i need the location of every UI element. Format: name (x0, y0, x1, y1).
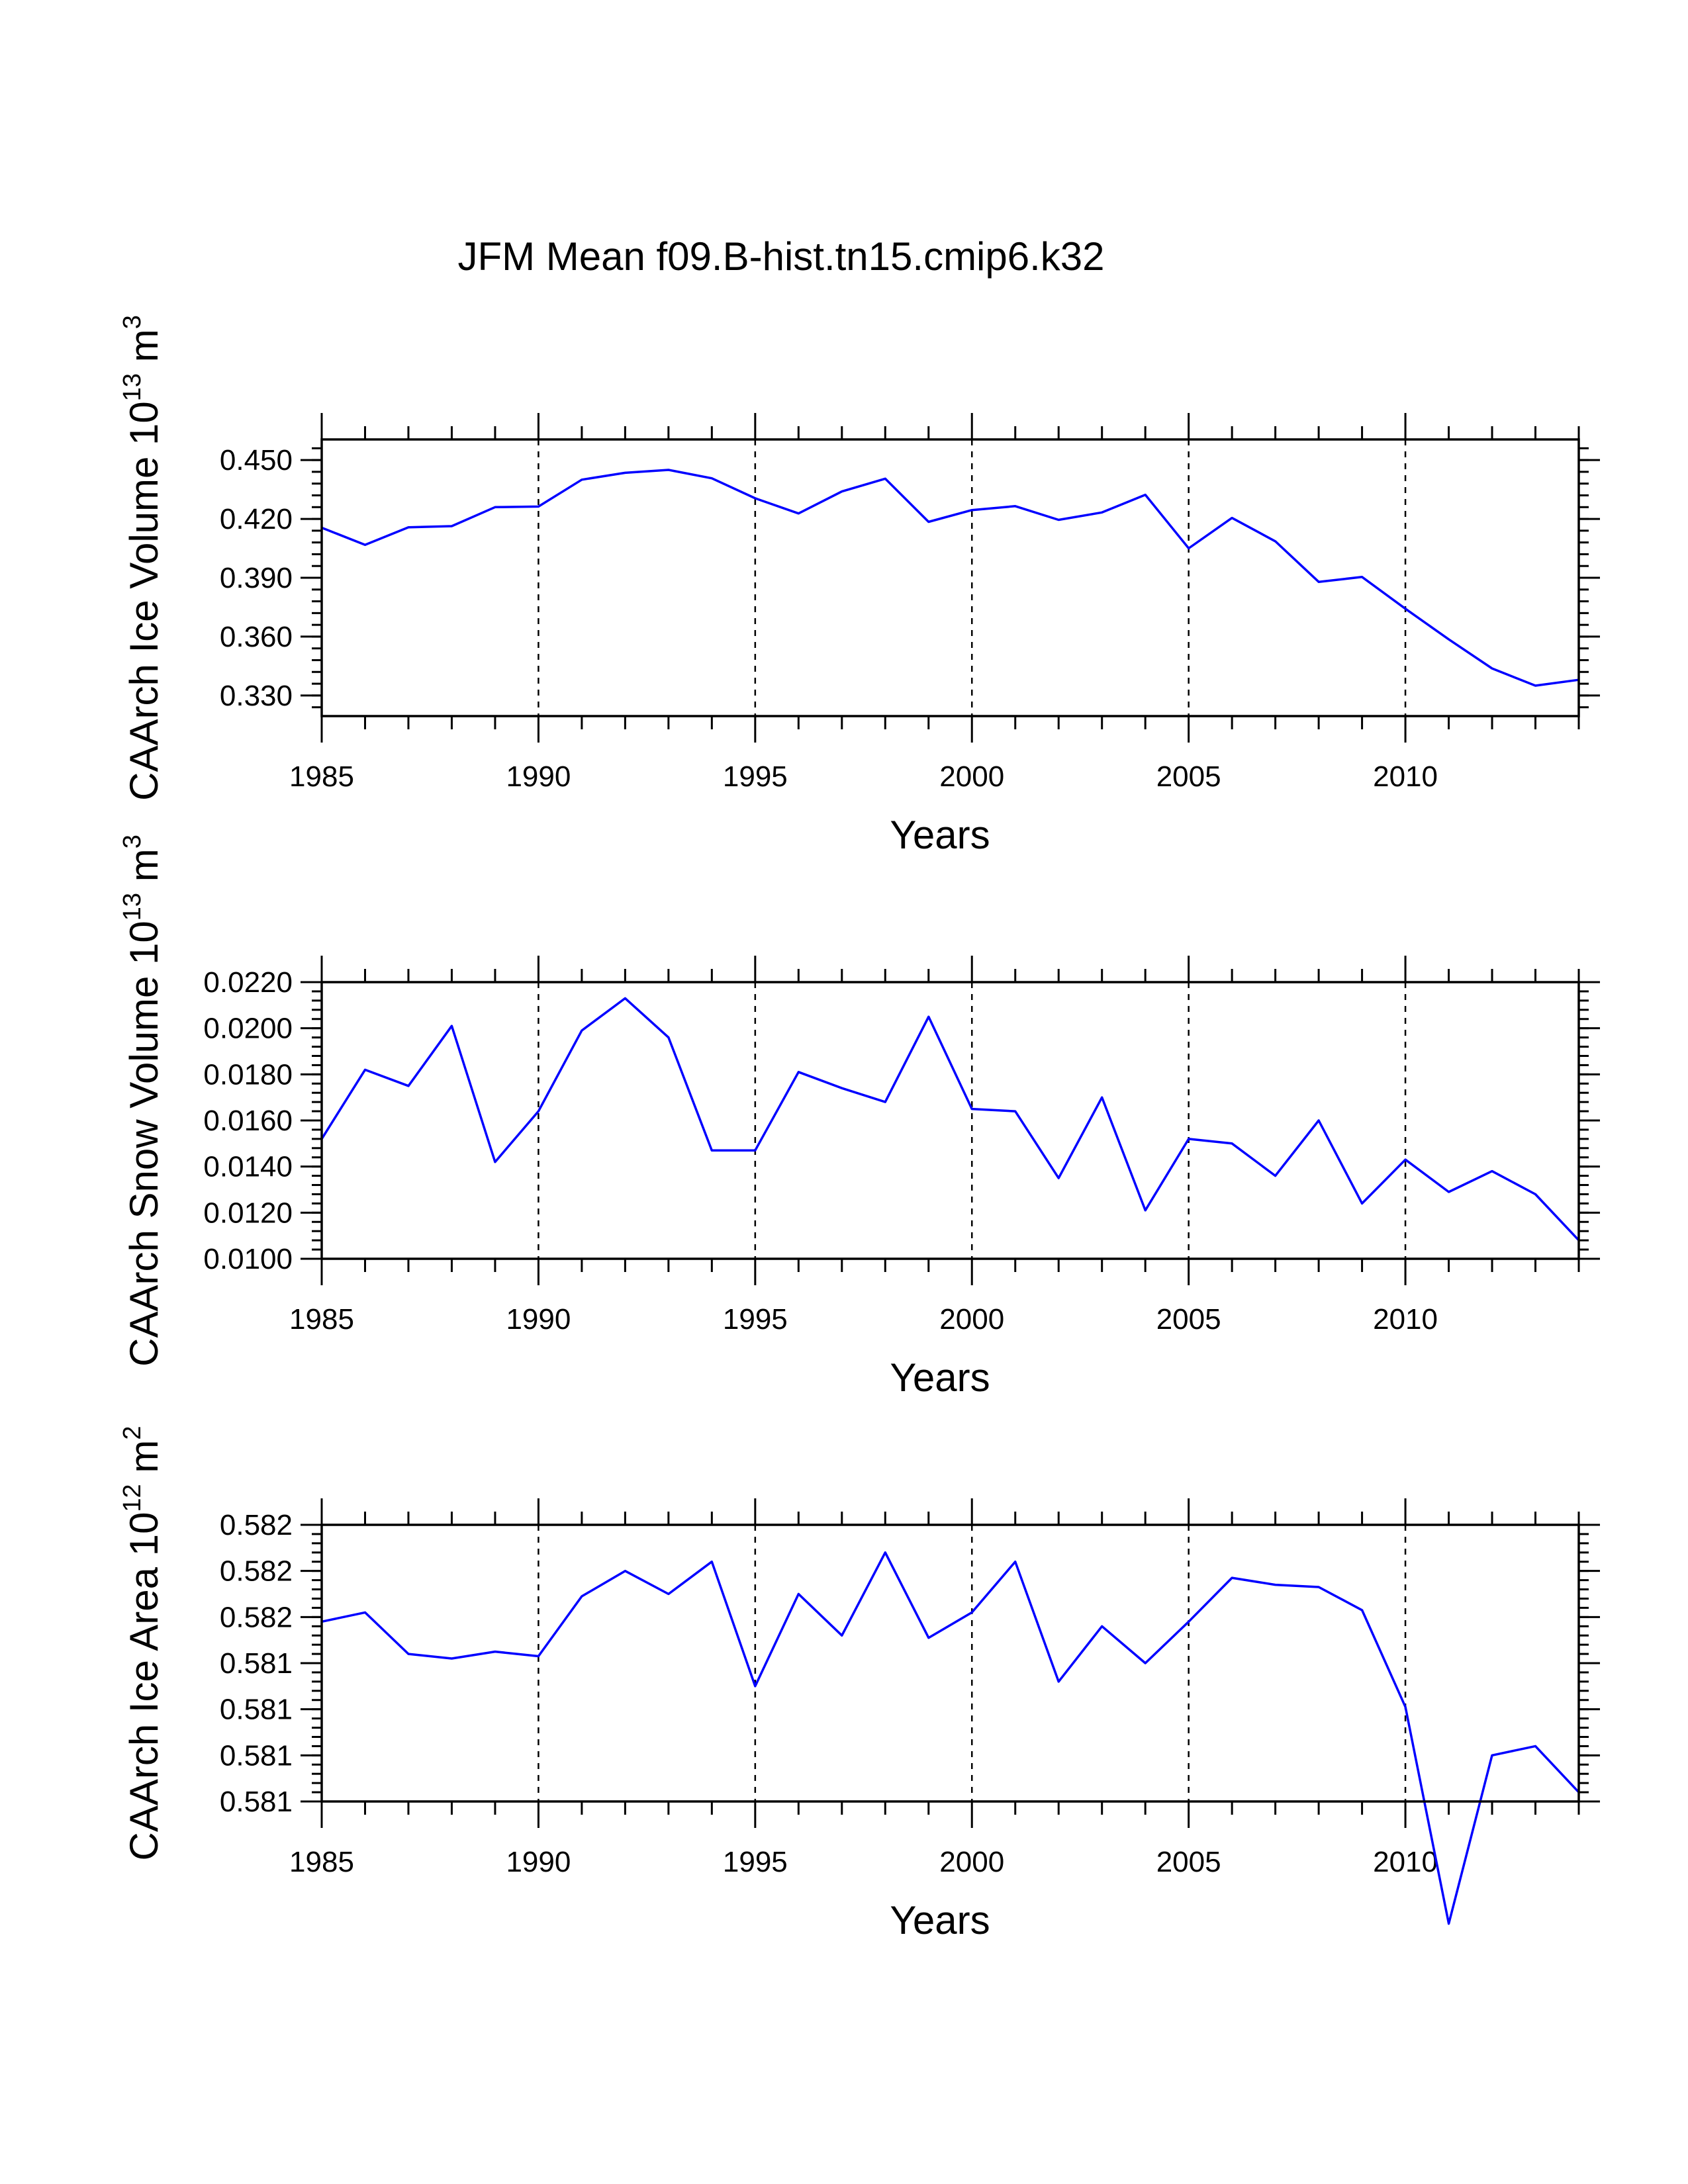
x-tick-label: 1990 (506, 1846, 571, 1878)
chart-panel-ice-volume: 0.330 0.360 0.390 0.420 0.450 1985 1990 1995 200… (118, 315, 1600, 857)
y-tick-label: 0.360 (220, 621, 293, 653)
y-tick-label: 0.581 (220, 1786, 293, 1818)
y-tick-label: 0.581 (220, 1647, 293, 1680)
x-tick-label: 1995 (723, 1846, 788, 1878)
y-axis-label-exponent: 13 (118, 373, 146, 401)
y-tick-label: 0.0140 (203, 1151, 293, 1183)
y-tick-label: 0.0120 (203, 1197, 293, 1229)
x-tick-label: 1985 (289, 1846, 354, 1878)
chart-panel-snow-volume: 0.0100 0.0120 0.0140 0.0160 0.0180 0.0200 0.02… (118, 835, 1600, 1400)
y-axis-label-exponent: 12 (118, 1484, 146, 1512)
x-tick-label: 2000 (939, 760, 1004, 793)
y-axis-label-unit: m (122, 1440, 166, 1484)
x-axis-label: Years (890, 1898, 990, 1942)
series-line (321, 1551, 1580, 1925)
y-axis-label-unit-power: 3 (118, 835, 146, 848)
x-tick-label: 1995 (723, 760, 788, 793)
x-tick-label: 1990 (506, 1303, 571, 1336)
x-axis-label: Years (890, 1355, 990, 1400)
x-tick-label: 1985 (289, 1303, 354, 1336)
series-line (321, 469, 1579, 687)
y-tick-label: 0.582 (220, 1509, 293, 1541)
x-tick-label: 2010 (1373, 1846, 1438, 1878)
plot-frame (320, 981, 1580, 1260)
y-tick-label: 0.330 (220, 680, 293, 712)
plot-frame (320, 438, 1580, 717)
y-axis-label: CAArch Ice Volume 1013 m3 (118, 315, 166, 801)
y-axis-label: CAArch Ice Area 1012 m2 (118, 1426, 166, 1860)
y-tick-label: 0.0220 (203, 966, 293, 999)
y-axis-label-unit: m (122, 848, 166, 893)
y-tick-label: 0.0100 (203, 1243, 293, 1275)
x-tick-label: 1995 (723, 1303, 788, 1336)
chart-panel-ice-area: 0.581 0.581 0.581 0.581 0.582 0.582 0.582 1985 1… (118, 1426, 1600, 1942)
y-axis-label-exponent: 13 (118, 893, 146, 921)
y-tick-label: 0.581 (220, 1739, 293, 1772)
x-tick-label: 2005 (1156, 1303, 1221, 1336)
figure-title: JFM Mean f09.B-hist.tn15.cmip6.k32 (457, 234, 1104, 279)
x-tick-label: 1990 (506, 760, 571, 793)
x-tick-label: 2010 (1373, 760, 1438, 793)
x-tick-label: 2005 (1156, 1846, 1221, 1878)
y-axis-label-unit: m (122, 329, 166, 373)
x-axis-label: Years (890, 813, 990, 857)
panels: 0.330 0.360 0.390 0.420 0.450 1985 1990 1995 200… (118, 315, 1600, 1942)
y-tick-label: 0.0200 (203, 1013, 293, 1045)
x-tick-label: 2000 (939, 1303, 1004, 1336)
y-tick-label: 0.450 (220, 444, 293, 477)
y-tick-label: 0.0160 (203, 1105, 293, 1137)
plot-frame (320, 1524, 1580, 1803)
y-axis-label-unit-power: 2 (118, 1426, 146, 1439)
x-tick-label: 1985 (289, 760, 354, 793)
series-line (320, 997, 1580, 1242)
y-axis-label-text: CAArch Snow Volume 10 (122, 921, 166, 1367)
y-axis-label: CAArch Snow Volume 1013 m3 (118, 835, 166, 1367)
y-tick-label: 0.581 (220, 1694, 293, 1726)
x-tick-label: 2000 (939, 1846, 1004, 1878)
y-axis-label-unit-power: 3 (118, 315, 146, 329)
y-tick-label: 0.0180 (203, 1058, 293, 1091)
y-axis-label-text: CAArch Ice Volume 10 (122, 401, 166, 801)
x-tick-label: 2005 (1156, 760, 1221, 793)
y-tick-label: 0.420 (220, 503, 293, 535)
y-tick-label: 0.582 (220, 1555, 293, 1588)
y-axis-label-text: CAArch Ice Area 10 (122, 1512, 166, 1861)
y-tick-label: 0.390 (220, 562, 293, 594)
x-tick-label: 2010 (1373, 1303, 1438, 1336)
y-tick-label: 0.582 (220, 1601, 293, 1633)
